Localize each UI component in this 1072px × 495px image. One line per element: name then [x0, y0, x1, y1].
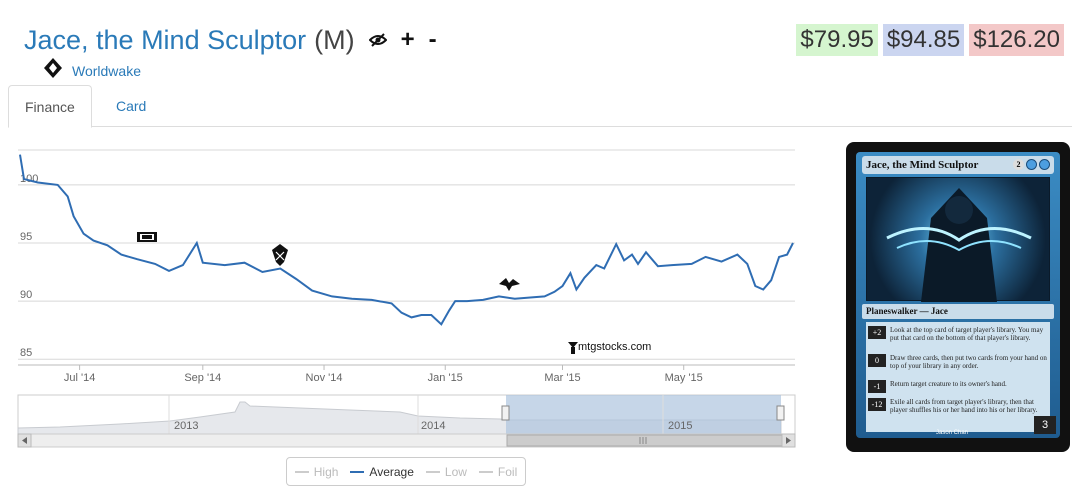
mana-cost: 2 [1013, 159, 1050, 170]
blue-mana-icon [1026, 159, 1037, 170]
mtgstocks-logo-icon [568, 342, 578, 354]
navigator-label: 2015 [668, 420, 692, 432]
set-release-icon [272, 244, 288, 266]
blue-mana-icon [1039, 159, 1050, 170]
legend-foil[interactable]: Foil [478, 465, 517, 479]
navigator-label: 2013 [174, 420, 198, 432]
price-badges: $79.95 $94.85 $126.20 [796, 24, 1064, 56]
chart-navigator[interactable]: 2013 2014 2015 [17, 394, 796, 436]
card-rules-text: +2 Look at the top card of target player'… [866, 322, 1050, 432]
set-link[interactable]: Worldwake [72, 62, 141, 79]
ability: -12 Exile all cards from target player's … [868, 398, 1048, 414]
y-tick-label: 85 [20, 347, 32, 359]
ability: 0 Draw three cards, then put two cards fr… [868, 354, 1048, 370]
card-art [866, 177, 1050, 302]
card-artist: Jason Chan [936, 430, 969, 436]
y-tick-label: 90 [20, 289, 32, 301]
ability: -1 Return target creature to its owner's … [868, 380, 1048, 393]
rarity: (M) [314, 24, 355, 55]
x-tick-label: Mar '15 [544, 372, 580, 384]
set-symbol-icon [44, 58, 62, 83]
legend-average[interactable]: Average [350, 465, 414, 479]
card-image-title: Jace, the Mind Sculptor 2 [862, 156, 1054, 174]
price-high: $126.20 [969, 24, 1064, 56]
remove-from-watchlist-button[interactable]: - [428, 26, 437, 53]
price-low: $79.95 [796, 24, 878, 56]
card-image: Jace, the Mind Sculptor 2 Planeswalker —… [846, 142, 1070, 452]
ability: +2 Look at the top card of target player'… [868, 326, 1048, 342]
price-chart: 85 90 95 100 Jul '14 Sep '14 Nov '14 Jan '15 Ma… [0, 140, 800, 490]
navigator-left-handle[interactable] [501, 405, 510, 421]
navigator-right-handle[interactable] [776, 405, 785, 421]
arrow-right-icon [786, 437, 791, 444]
x-tick-label: Jul '14 [64, 372, 95, 384]
set-release-icon [499, 278, 520, 291]
set-release-icon [137, 232, 157, 242]
eye-icon[interactable] [368, 33, 387, 47]
x-tick-label: Sep '14 [184, 372, 221, 384]
legend-low[interactable]: Low [425, 465, 467, 479]
tab-finance[interactable]: Finance [8, 85, 92, 128]
starting-loyalty: 3 [1034, 416, 1056, 434]
chart-legend: High Average Low Foil [286, 457, 526, 486]
generic-mana-icon: 2 [1013, 159, 1024, 170]
set-row: Worldwake [44, 58, 141, 83]
scrollbar-thumb[interactable] [506, 434, 783, 447]
add-to-watchlist-button[interactable]: + [400, 26, 415, 53]
x-tick-label: May '15 [665, 372, 703, 384]
navigator-label: 2014 [421, 420, 445, 432]
tab-bar: Finance Card [8, 85, 1072, 128]
legend-high[interactable]: High [294, 465, 338, 479]
x-tick-label: Jan '15 [428, 372, 463, 384]
card-type-line: Planeswalker — Jace [862, 304, 1054, 319]
price-average: $94.85 [882, 24, 965, 56]
arrow-left-icon [22, 437, 27, 444]
chart-watermark: mtgstocks.com [578, 341, 651, 353]
tab-card[interactable]: Card [116, 98, 147, 114]
y-tick-label: 95 [20, 231, 32, 243]
card-header: Jace, the Mind Sculptor (M) + - [24, 22, 437, 58]
navigator-selection[interactable] [506, 395, 781, 435]
average-series-line [19, 154, 794, 326]
chart-scrollbar[interactable] [17, 433, 796, 448]
card-name: Jace, the Mind Sculptor [24, 24, 307, 55]
x-tick-label: Nov '14 [306, 372, 343, 384]
